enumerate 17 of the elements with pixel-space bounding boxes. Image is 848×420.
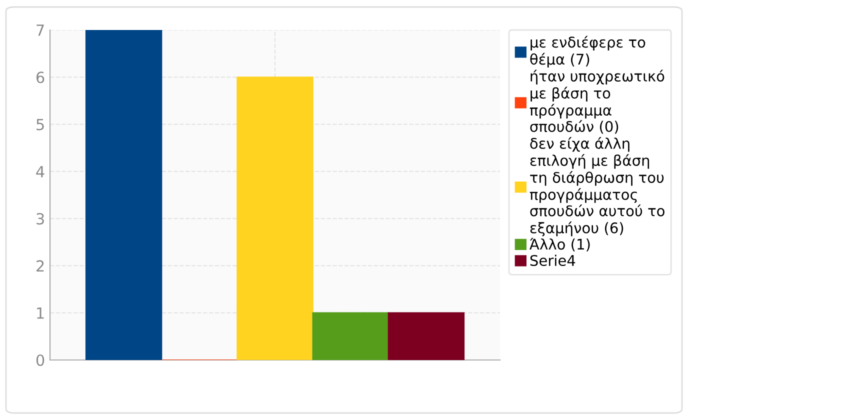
y-tick-label: 3 [36,213,44,225]
legend-label: ήταν υποχρεωτικό με βάση το πρόγραμμα σπουδών (0) [530,70,664,134]
legend-label: δεν είχα άλλη επιλογή με βάση τη διάρθρωση του προγράμματος σπουδών αυτού το εξαμήνου (6) [530,137,664,236]
bar [85,30,162,360]
y-tick-label: 0 [36,354,44,366]
y-tick-label: 5 [36,118,44,130]
y-tick-label: 2 [36,260,44,272]
bar [312,312,389,360]
y-tick-label: 1 [37,308,44,319]
bar [236,76,314,360]
legend-label: Serie4 [530,254,576,266]
legend-label: με ενδιέφερε το θέμα (7) [530,36,646,68]
y-tick-label: 7 [36,24,44,36]
legend-label: Άλλο (1) [530,238,590,252]
bar [388,312,465,360]
y-tick-label: 6 [36,72,44,84]
y-tick-label: 4 [36,166,44,178]
